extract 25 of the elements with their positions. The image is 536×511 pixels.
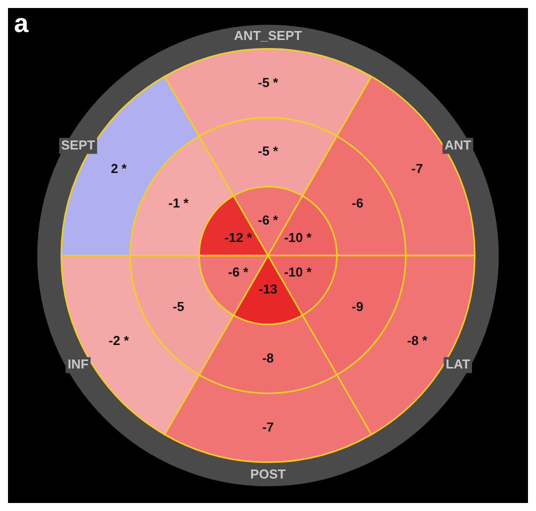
data-label: -6 <box>352 195 364 210</box>
category-label: LAT <box>446 356 470 372</box>
data-label: -7 <box>262 419 274 434</box>
text: a <box>14 8 28 39</box>
data-label: -8 * <box>407 333 428 348</box>
data-label: -9 <box>352 298 364 314</box>
data-label: -6 * <box>228 264 250 280</box>
data-label: -5 * <box>258 74 280 90</box>
data-label: -5 <box>172 298 184 314</box>
category-label: ANT <box>444 137 472 152</box>
data-label: 2 * <box>110 160 128 176</box>
data-label: -7 <box>411 160 423 176</box>
data-label: -10 * <box>284 230 313 245</box>
data-label: -8 <box>262 350 274 366</box>
data-label: -10 * <box>284 264 313 280</box>
data-label: -2 * <box>108 333 130 348</box>
data-label: -13 <box>258 282 278 297</box>
category-label: ANT_SEPT <box>234 28 302 43</box>
category-label: SEPT <box>61 137 96 152</box>
data-label: -5 * <box>258 144 280 159</box>
category-label: INF <box>68 356 89 372</box>
data-label: -6 * <box>258 212 280 228</box>
data-label: -1 * <box>168 195 190 210</box>
category-label: POST <box>250 466 286 482</box>
data-label: -12 * <box>224 230 253 245</box>
